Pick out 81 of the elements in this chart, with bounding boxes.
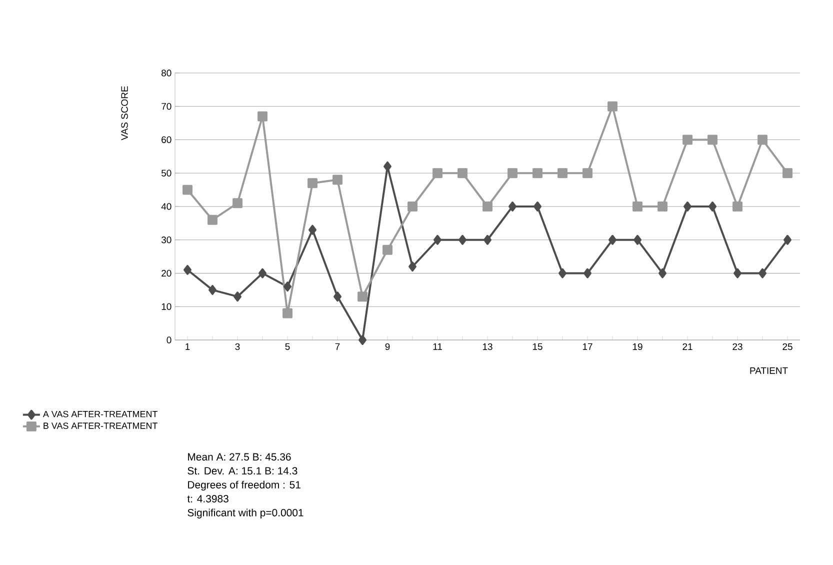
point (708, 202, 716, 212)
point (632, 202, 642, 212)
y-tick-label: 30 (161, 236, 172, 244)
y-tick-label: 70 (162, 103, 172, 110)
y-tick-label: 40 (161, 203, 172, 210)
point (308, 178, 318, 188)
point (258, 268, 266, 278)
y-tick-label: 0 (166, 336, 172, 344)
point (432, 168, 442, 178)
point (658, 202, 668, 212)
x-tick-label: 7 (335, 343, 340, 350)
point (434, 234, 442, 245)
y-tick-label: 60 (162, 136, 172, 144)
point (508, 168, 518, 178)
point (208, 284, 216, 295)
point (358, 335, 366, 345)
point (584, 268, 592, 278)
x-tick-label: 17 (582, 343, 592, 350)
point (358, 292, 368, 302)
x-tick-label: 21 (682, 343, 692, 350)
point (558, 268, 566, 278)
point (608, 101, 618, 112)
y-tick-label: 80 (162, 70, 172, 76)
x-axis-title: PATIENT (750, 367, 788, 374)
point (532, 168, 542, 178)
x-tick-label: 23 (732, 343, 742, 350)
point (258, 111, 268, 122)
text: t: 4.3983 (187, 495, 228, 502)
x-tick-label: 13 (482, 343, 492, 350)
x-tick-label: 1 (186, 343, 190, 350)
point (334, 292, 342, 302)
point (308, 224, 316, 235)
point (508, 202, 516, 212)
point (408, 202, 418, 212)
point (284, 282, 292, 292)
point (634, 234, 642, 245)
point (534, 202, 542, 212)
text: Significant with p=0.0001 (188, 508, 304, 518)
y-tick-label: 50 (162, 170, 172, 176)
point (558, 168, 568, 178)
x-tick-label: 11 (433, 343, 442, 350)
point (758, 134, 768, 145)
point (708, 134, 718, 145)
x-tick-label: 5 (285, 343, 290, 350)
point (682, 134, 692, 145)
legend-label: B VAS AFTER-TREATMENT (44, 422, 158, 429)
point (684, 202, 692, 212)
point (458, 234, 466, 245)
point (208, 214, 218, 225)
y-tick-label: 10 (162, 303, 172, 310)
text: Degrees of freedom : 51 (188, 480, 300, 491)
y-axis-title: VAS SCORE (121, 86, 128, 140)
point (332, 174, 342, 185)
point (182, 184, 192, 195)
point (184, 264, 192, 275)
x-tick-label: 15 (532, 343, 542, 350)
point (282, 308, 292, 318)
point (582, 168, 592, 178)
point (382, 244, 392, 255)
point (384, 161, 392, 172)
point (458, 168, 468, 178)
text: Mean A: 27.5 B: 45.36 (188, 453, 291, 461)
point (484, 234, 492, 245)
point (732, 202, 742, 212)
x-tick-label: 9 (385, 343, 390, 350)
x-tick-label: 19 (632, 343, 642, 350)
point (482, 202, 492, 212)
text: St. Dev. A: 15.1 B: 14.3 (188, 467, 298, 475)
point (758, 268, 766, 278)
point (782, 168, 792, 178)
point (234, 292, 242, 302)
point (658, 268, 666, 278)
point (734, 268, 742, 278)
point (608, 234, 616, 245)
x-tick-label: 3 (235, 343, 240, 350)
y-tick-label: 20 (162, 270, 172, 277)
point (784, 234, 792, 245)
x-tick-label: 25 (782, 343, 792, 350)
point (408, 262, 416, 272)
point (232, 198, 242, 208)
legend-label: A VAS AFTER-TREATMENT (42, 410, 158, 418)
